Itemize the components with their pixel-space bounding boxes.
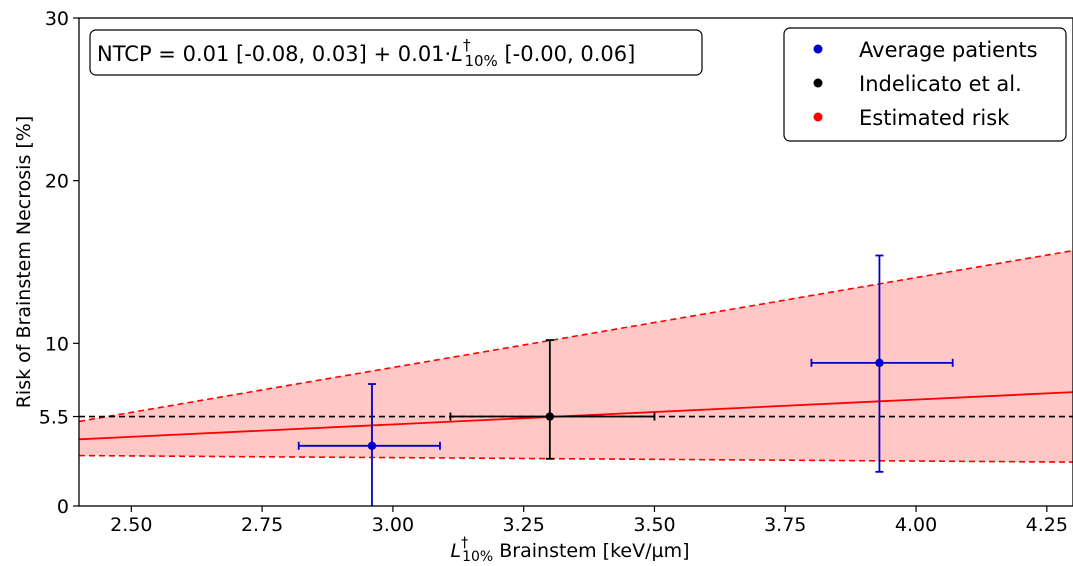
legend-frame xyxy=(783,27,1067,142)
data-marker xyxy=(545,412,555,421)
annotation-prefix: NTCP = 0.01 [-0.08, 0.03] + 0.01· xyxy=(97,42,451,66)
x-axis-label-text: Brainstem [keV/µm] xyxy=(493,540,689,562)
legend-marker xyxy=(813,78,823,88)
y-tick-label: 5.5 xyxy=(39,407,69,429)
legend-marker xyxy=(813,112,823,122)
plot-area xyxy=(79,249,1073,506)
x-tick-label: 3.25 xyxy=(503,514,545,536)
x-tick-label: 2.50 xyxy=(110,514,152,536)
x-tick-label: 4.00 xyxy=(895,514,937,536)
y-tick-label: 20 xyxy=(45,171,69,193)
estimated-risk-upper-bound xyxy=(79,249,1073,423)
x-tick-label: 2.75 xyxy=(241,514,283,536)
legend-label: Estimated risk xyxy=(859,106,1010,130)
plot-frame xyxy=(78,17,1073,507)
data-marker xyxy=(875,358,884,368)
x-axis-label: L† 10% Brainstem [keV/µm] xyxy=(451,535,690,565)
annotation-sub: 10% xyxy=(464,52,497,70)
data-point xyxy=(810,254,954,473)
x-axis-label-var: L xyxy=(451,540,462,562)
data-point xyxy=(449,339,656,460)
annotation-box: NTCP = 0.01 [-0.08, 0.03] + 0.01·L† 10% [… xyxy=(89,29,703,76)
x-tick-label: 3.00 xyxy=(372,514,414,536)
annotation-sup: † xyxy=(463,36,471,54)
data-point xyxy=(297,383,441,506)
annotation-suffix: [-0.00, 0.06] xyxy=(498,42,636,66)
y-axis: 0 5.5 10 20 30 xyxy=(39,8,79,518)
x-axis-label-sub: 10% xyxy=(462,549,493,565)
annotation-text: NTCP = 0.01 [-0.08, 0.03] + 0.01·L† 10% [… xyxy=(97,36,635,70)
annotation-var: L xyxy=(451,42,463,66)
x-tick-label: 3.75 xyxy=(764,514,806,536)
legend-label: Average patients xyxy=(859,38,1038,62)
legend-marker xyxy=(813,44,823,54)
x-tick-label: 3.50 xyxy=(633,514,675,536)
y-tick-label: 10 xyxy=(45,333,69,355)
legend: Average patients Indelicato et al. Estimat… xyxy=(783,27,1067,142)
x-axis-label-sup: † xyxy=(461,535,468,551)
estimated-risk-band xyxy=(79,250,1073,463)
x-axis: 2.50 2.75 3.00 3.25 3.50 3.75 4.00 4.25 xyxy=(110,506,1068,536)
y-tick-label: 0 xyxy=(57,496,69,518)
y-tick-label: 30 xyxy=(45,8,69,30)
x-tick-label: 4.25 xyxy=(1026,514,1068,536)
y-axis-label: Risk of Brainstem Necrosis [%] xyxy=(13,116,35,409)
estimated-risk-lower-bound xyxy=(79,454,1073,463)
legend-label: Indelicato et al. xyxy=(859,72,1022,96)
data-marker xyxy=(367,441,377,451)
annotation-frame xyxy=(89,29,703,76)
